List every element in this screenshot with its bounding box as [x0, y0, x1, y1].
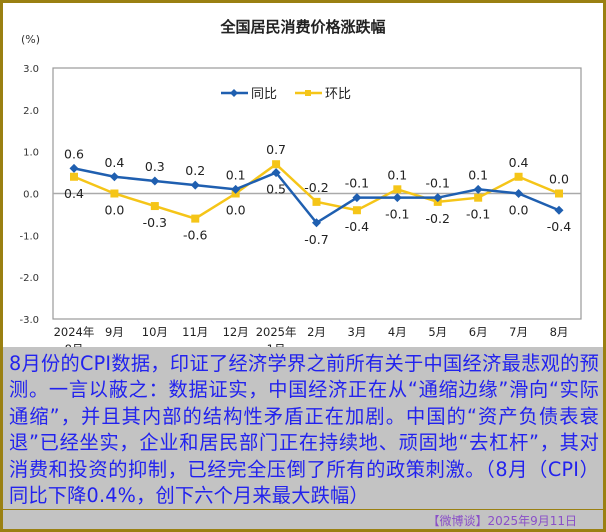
x-tick-label: 5月 [428, 325, 447, 339]
data-label-mom: 0.0 [104, 203, 124, 218]
data-point-yoy [109, 172, 119, 182]
x-tick-label: 8月 [550, 325, 569, 339]
data-point-yoy [69, 163, 79, 173]
y-tick-label: 1.0 [23, 148, 39, 159]
chart-title: 全国居民消费价格涨跌幅 [219, 18, 385, 36]
data-label-mom: 0.0 [549, 172, 569, 187]
data-label-yoy: -0.1 [385, 207, 409, 222]
legend-marker-square-icon [305, 90, 311, 96]
legend-label: 环比 [325, 87, 351, 102]
x-tick-label: 11月 [182, 325, 208, 339]
data-label-yoy: -0.7 [304, 232, 328, 247]
data-point-yoy [392, 193, 402, 203]
data-label-yoy: 0.0 [509, 203, 529, 218]
data-point-yoy [231, 184, 241, 194]
y-tick-label: 0.0 [23, 190, 39, 201]
data-label-yoy: 0.2 [185, 163, 205, 178]
commentary-panel: 8月份的CPI数据，印证了经济学界之前所有关于中国经济最悲观的预测。一言以蔽之：… [3, 347, 603, 510]
data-label-yoy: -0.1 [426, 176, 450, 191]
data-point-yoy [352, 193, 362, 203]
x-tick-label: 7月 [509, 325, 528, 339]
x-tick-label: 6月 [469, 325, 488, 339]
data-label-mom: 0.1 [387, 167, 407, 182]
x-tick-label: 3月 [348, 325, 367, 339]
data-label-yoy: 0.5 [266, 182, 286, 197]
data-point-mom [110, 189, 119, 198]
data-point-yoy [554, 205, 564, 215]
data-label-yoy: 0.4 [104, 155, 124, 170]
data-point-mom [555, 189, 563, 198]
data-point-mom [312, 197, 321, 206]
data-label-mom: 0.0 [226, 203, 246, 218]
data-label-mom: -0.3 [143, 215, 167, 230]
data-point-yoy [150, 176, 160, 186]
y-axis-unit: (%) [21, 33, 40, 46]
data-label-mom: 0.7 [266, 142, 286, 157]
data-label-yoy: 0.1 [468, 167, 488, 182]
x-tick-label: 2024年 [54, 325, 95, 339]
data-point-mom [150, 202, 159, 211]
data-label-yoy: -0.4 [547, 219, 571, 234]
y-tick-label: -3.0 [19, 315, 39, 326]
x-tick-label: 1月 [267, 342, 286, 347]
data-label-mom: 0.4 [509, 155, 529, 170]
y-tick-label: -1.0 [19, 231, 39, 242]
data-label-yoy: 0.3 [145, 159, 165, 174]
data-label-mom: -0.1 [466, 207, 490, 222]
y-tick-label: 3.0 [23, 64, 39, 75]
x-tick-label: 4月 [388, 325, 407, 339]
chart-canvas: 全国居民消费价格涨跌幅 (%) 3.0 2.0 1.0 0.0 -1.0 -2.0 -3.0 20… [19, 18, 582, 347]
data-label-yoy: 0.1 [226, 167, 246, 182]
legend-label: 同比 [251, 87, 277, 102]
x-tick-label: 2025年 [256, 325, 297, 339]
commentary-text: 8月份的CPI数据，印证了经济学界之前所有关于中国经济最悲观的预测。一言以蔽之：… [9, 352, 599, 508]
data-point-mom [393, 185, 402, 194]
cpi-chart: 全国居民消费价格涨跌幅 (%) 3.0 2.0 1.0 0.0 -1.0 -2.0 -3.0 20… [3, 3, 603, 347]
data-label-mom: -0.2 [304, 180, 328, 195]
data-point-yoy [433, 193, 443, 203]
legend-marker-diamond-icon [230, 89, 238, 97]
data-label-mom: -0.2 [426, 211, 450, 226]
data-label-yoy: 0.6 [64, 146, 84, 161]
x-tick-label: 2月 [307, 325, 326, 339]
y-tick-label: -2.0 [19, 273, 39, 284]
x-tick-label: 9月 [105, 325, 124, 339]
x-tick-label: 8月 [65, 342, 84, 347]
data-point-mom [191, 214, 200, 223]
data-label-mom: 0.4 [64, 186, 84, 201]
data-label-yoy: -0.1 [345, 176, 369, 191]
data-point-yoy [514, 189, 524, 198]
footer-bar: 【微博谈】2025年9月11日 [3, 510, 603, 529]
data-point-yoy [190, 180, 200, 190]
data-point-yoy [312, 218, 321, 228]
data-point-mom [352, 206, 361, 215]
y-tick-label: 2.0 [23, 106, 39, 117]
data-point-mom [272, 160, 281, 169]
x-tick-label: 12月 [223, 325, 249, 339]
data-point-mom [70, 172, 78, 181]
data-point-yoy [473, 184, 483, 194]
data-label-mom: -0.6 [183, 228, 207, 243]
footer-source-date: 【微博谈】2025年9月11日 [427, 514, 577, 528]
data-point-yoy [271, 168, 281, 178]
data-label-mom: -0.4 [345, 219, 369, 234]
data-point-mom [514, 172, 523, 181]
data-point-mom [474, 193, 483, 202]
x-tick-label: 10月 [142, 325, 168, 339]
